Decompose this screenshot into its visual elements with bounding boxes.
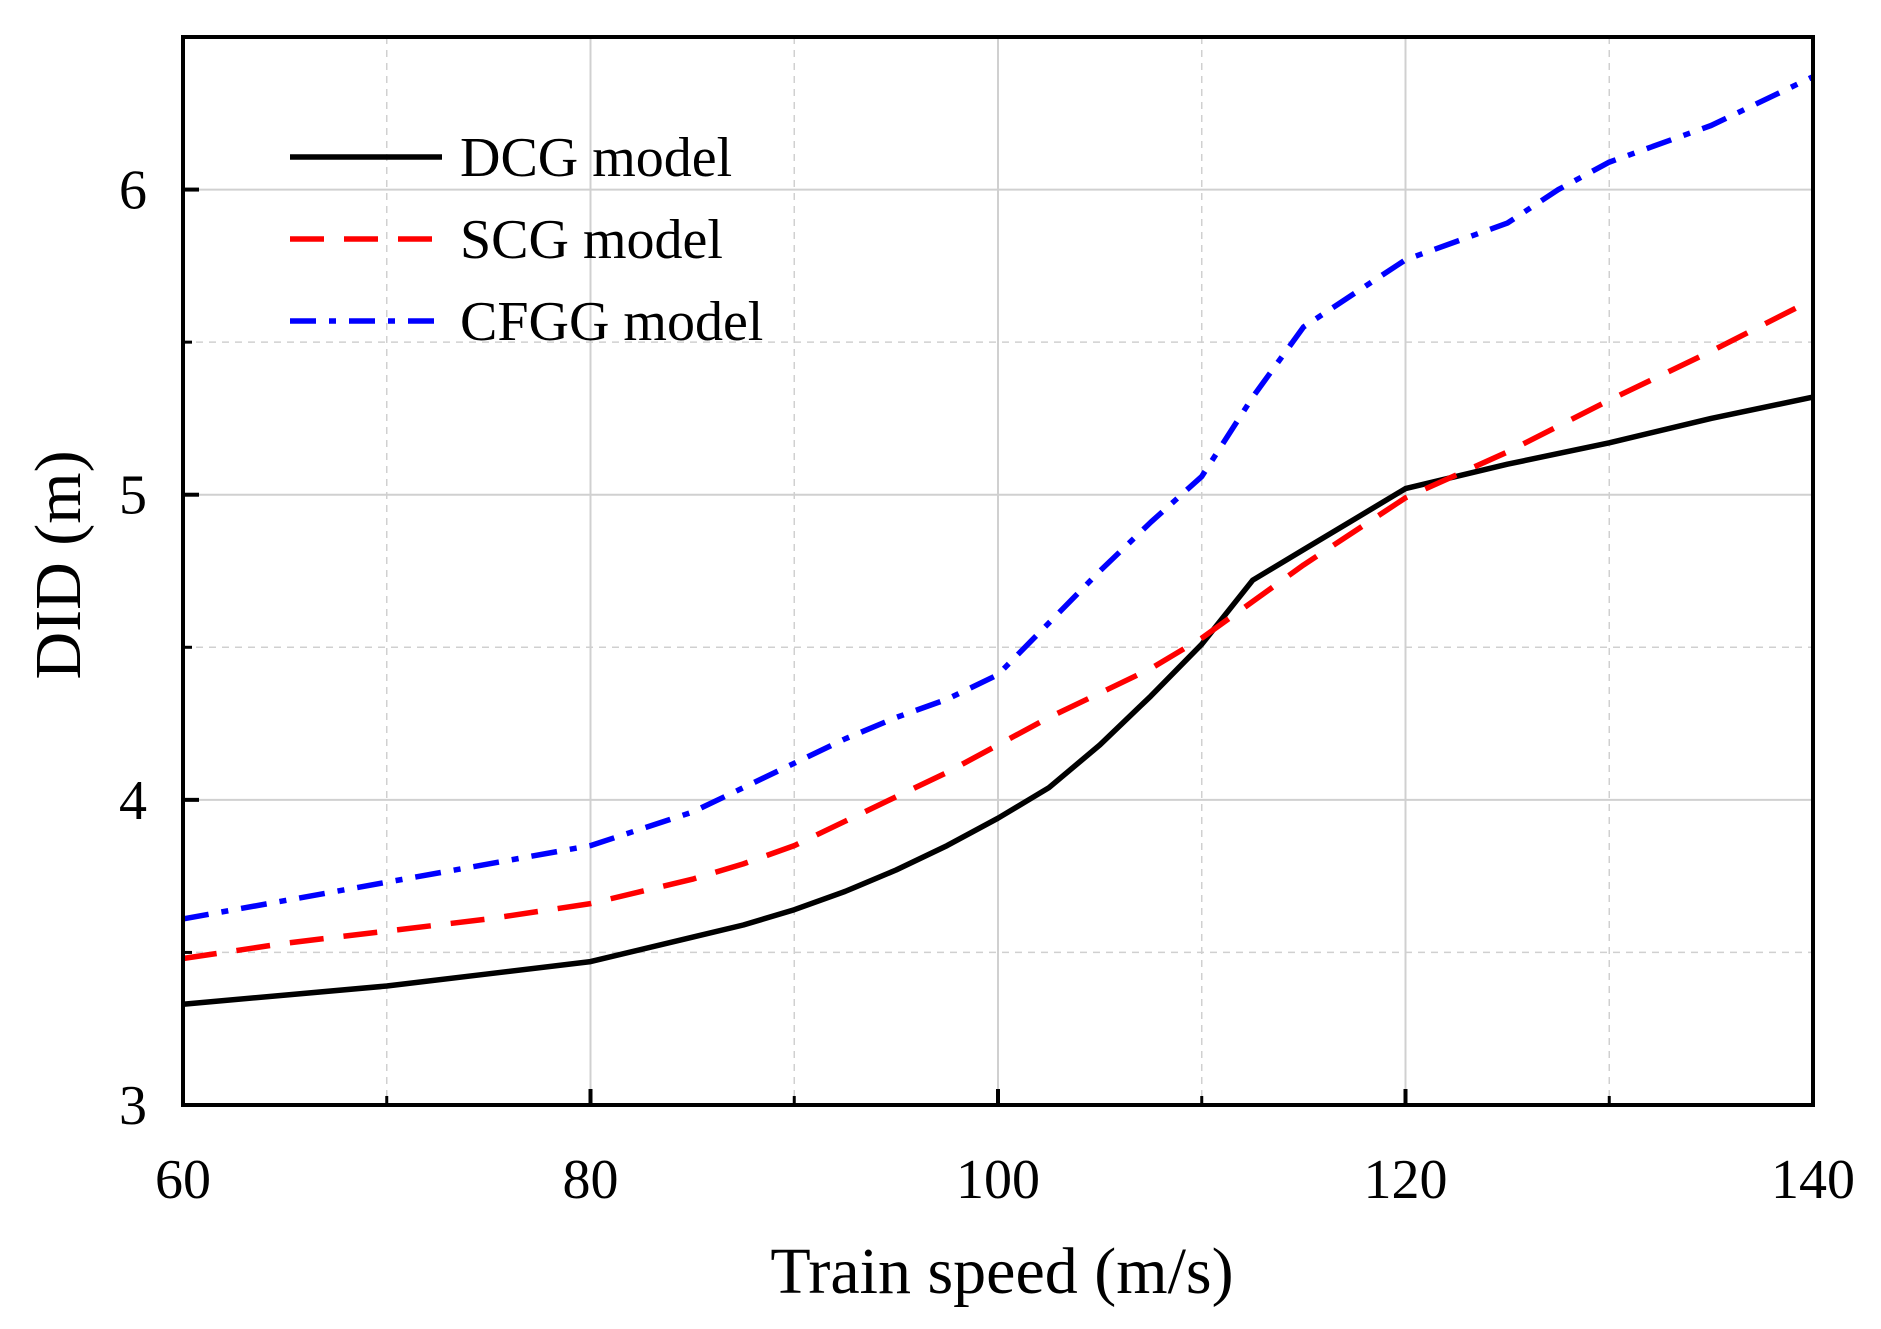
y-axis-label: DID (m) [22,450,95,679]
x-tick-label: 140 [1771,1149,1855,1211]
tick-labels: 60 80 100 120 140 3 4 5 6 [119,160,1855,1211]
x-axis-label: Train speed (m/s) [770,1235,1233,1308]
x-tick-label: 60 [155,1149,211,1211]
ticks [181,187,1815,1107]
x-tick-label: 100 [956,1149,1040,1211]
legend-label: CFGG model [460,291,763,353]
series-line-dcg-model [182,394,1814,1008]
x-tick-label: 120 [1364,1149,1448,1211]
x-tick-label: 80 [563,1149,619,1211]
y-tick-label: 3 [119,1075,147,1137]
y-tick-label: 6 [119,160,147,222]
series-line-scg-model [182,296,1815,962]
series-layer [182,74,1815,1008]
legend: DCG model SCG model CFGG model [290,127,763,353]
grid [183,37,1813,1105]
y-tick-label: 4 [119,770,147,832]
series-line-cfgg-model [182,74,1815,922]
y-tick-label: 5 [119,465,147,527]
legend-label: DCG model [460,127,732,189]
legend-label: SCG model [460,209,723,271]
